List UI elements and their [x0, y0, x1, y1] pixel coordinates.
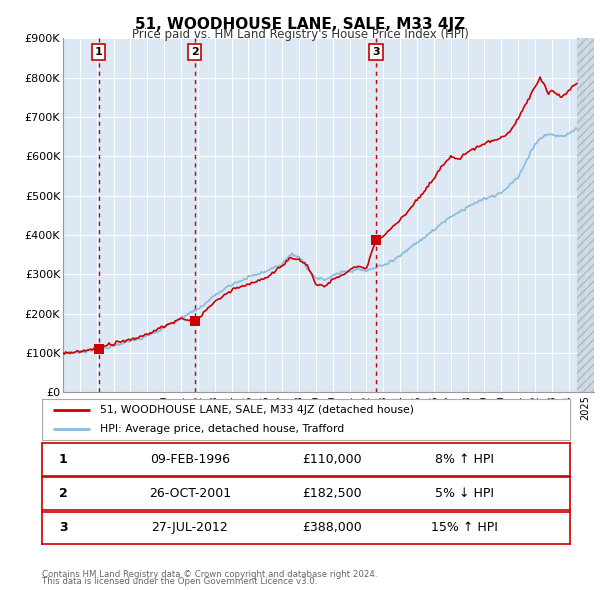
- Text: 8% ↑ HPI: 8% ↑ HPI: [435, 453, 494, 466]
- Text: 3: 3: [372, 47, 380, 57]
- Text: 26-OCT-2001: 26-OCT-2001: [149, 487, 231, 500]
- Text: 1: 1: [59, 453, 67, 466]
- Text: 51, WOODHOUSE LANE, SALE, M33 4JZ (detached house): 51, WOODHOUSE LANE, SALE, M33 4JZ (detac…: [100, 405, 414, 415]
- Text: This data is licensed under the Open Government Licence v3.0.: This data is licensed under the Open Gov…: [42, 578, 317, 586]
- Text: £182,500: £182,500: [302, 487, 362, 500]
- Text: HPI: Average price, detached house, Trafford: HPI: Average price, detached house, Traf…: [100, 424, 344, 434]
- Text: 2: 2: [59, 487, 67, 500]
- Text: £388,000: £388,000: [302, 521, 362, 535]
- Text: 5% ↓ HPI: 5% ↓ HPI: [435, 487, 494, 500]
- Text: 27-JUL-2012: 27-JUL-2012: [151, 521, 228, 535]
- Text: Contains HM Land Registry data © Crown copyright and database right 2024.: Contains HM Land Registry data © Crown c…: [42, 571, 377, 579]
- Text: Price paid vs. HM Land Registry's House Price Index (HPI): Price paid vs. HM Land Registry's House …: [131, 28, 469, 41]
- Text: 09-FEB-1996: 09-FEB-1996: [150, 453, 230, 466]
- Text: 2: 2: [191, 47, 199, 57]
- Text: 1: 1: [95, 47, 103, 57]
- Text: 15% ↑ HPI: 15% ↑ HPI: [431, 521, 498, 535]
- Bar: [577, 38, 594, 392]
- Text: £110,000: £110,000: [302, 453, 362, 466]
- Text: 51, WOODHOUSE LANE, SALE, M33 4JZ: 51, WOODHOUSE LANE, SALE, M33 4JZ: [135, 17, 465, 31]
- Text: 3: 3: [59, 521, 67, 535]
